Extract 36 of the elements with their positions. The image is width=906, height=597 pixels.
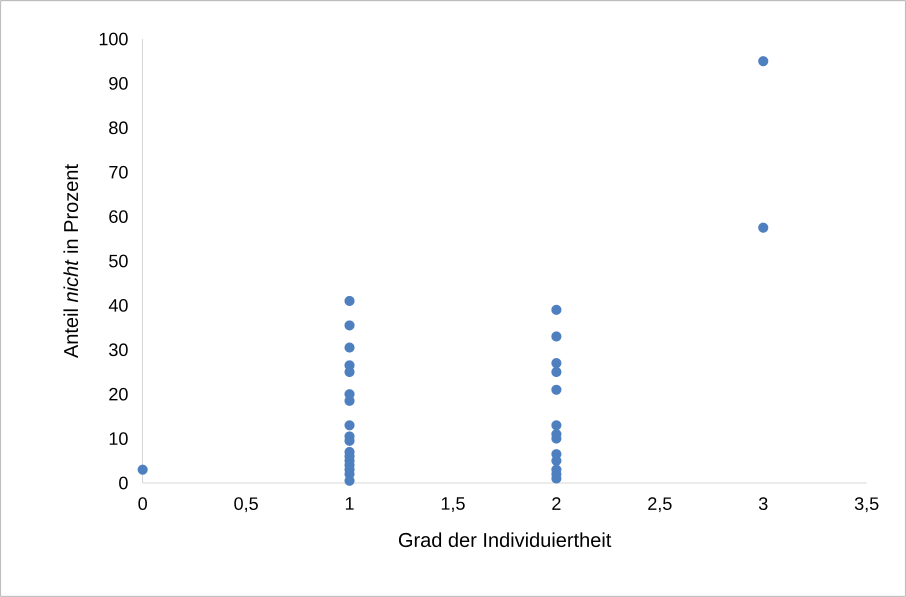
y-tick-label: 10 — [110, 432, 128, 445]
point — [344, 420, 355, 430]
y-tick-label: 30 — [109, 343, 128, 356]
point — [551, 366, 562, 378]
y-tick-label: 90 — [109, 77, 128, 90]
point — [551, 331, 562, 342]
x-tick-label: 2 — [552, 497, 560, 510]
point — [551, 420, 562, 430]
point — [551, 384, 562, 395]
x-tick-label: 0 — [138, 497, 147, 510]
point — [344, 296, 355, 306]
x-tick-label: 0,5 — [234, 497, 258, 512]
point — [344, 476, 355, 486]
y-tick-label: 0 — [119, 476, 128, 490]
x-axis-title: Grad der Individuiertheit — [398, 532, 612, 548]
y-axis-title: Anteil nicht in Prozent — [63, 164, 78, 358]
point — [551, 304, 562, 315]
y-tick-label: 80 — [109, 121, 128, 134]
point — [551, 358, 562, 368]
y-tick-label: 100 — [100, 32, 128, 46]
x-tick-label: 3,5 — [854, 497, 878, 512]
point — [758, 222, 768, 233]
x-tick-label: 1 — [346, 497, 354, 510]
x-tick-label: 1,5 — [442, 497, 465, 512]
y-tick-label: 50 — [109, 254, 128, 268]
y-tick-label: 40 — [108, 299, 128, 312]
point — [138, 464, 148, 475]
x-tick-label: 2,5 — [648, 497, 672, 512]
point — [344, 320, 355, 330]
x-tick-label: 3 — [758, 497, 768, 510]
point — [551, 456, 562, 466]
y-tick-label: 70 — [109, 166, 128, 179]
y-tick-label: 20 — [109, 388, 128, 401]
y-tick-label: 60 — [109, 210, 128, 223]
point — [758, 56, 768, 66]
point — [344, 342, 355, 353]
